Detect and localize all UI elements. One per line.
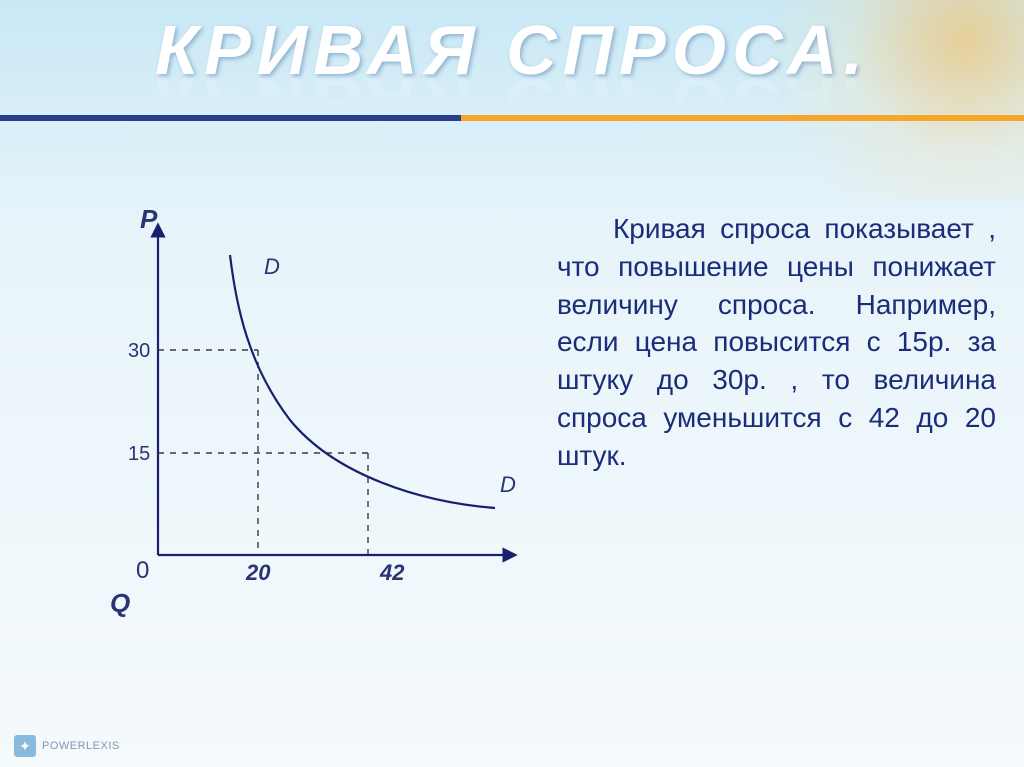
ytick-30: 30 [128, 340, 150, 362]
slide-title-reflection: КРИВАЯ СПРОСА. [0, 62, 1024, 142]
footer-logo: ✦ POWERLEXIS [14, 735, 120, 757]
title-block: КРИВАЯ СПРОСА. КРИВАЯ СПРОСА. [0, 10, 1024, 142]
demand-curve-chart: P Q 0 30 15 20 42 D D [40, 210, 520, 670]
curve-label-start: D [264, 254, 280, 279]
xtick-42: 42 [379, 560, 405, 585]
content-row: P Q 0 30 15 20 42 D D Кривая спроса пока… [0, 210, 1024, 730]
demand-curve [230, 255, 495, 508]
footer-logo-icon: ✦ [14, 735, 36, 757]
body-paragraph: Кривая спроса показывает , что повышение… [557, 210, 996, 475]
ytick-15: 15 [128, 443, 150, 465]
xtick-20: 20 [245, 560, 271, 585]
curve-label-end: D [500, 472, 516, 497]
y-axis-label: P [140, 210, 158, 234]
footer-logo-text: POWERLEXIS [42, 740, 120, 752]
x-axis-label: Q [110, 588, 130, 618]
body-text-region: Кривая спроса показывает , что повышение… [553, 210, 1024, 730]
divider-stripe [0, 115, 1024, 121]
origin-label: 0 [136, 557, 149, 584]
chart-region: P Q 0 30 15 20 42 D D [0, 210, 553, 730]
